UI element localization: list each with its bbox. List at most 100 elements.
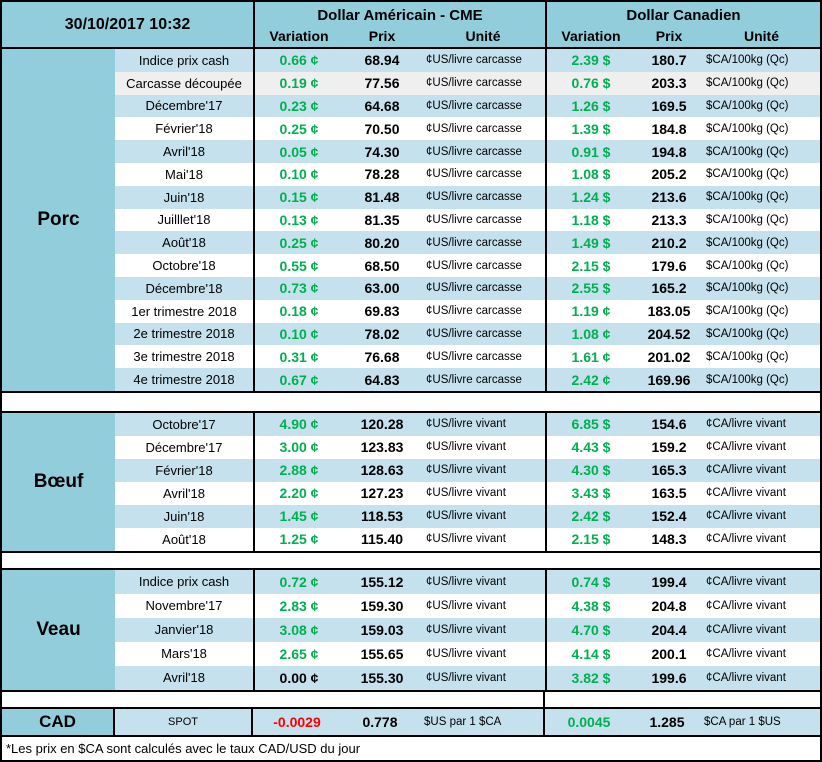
usd-unit-cell[interactable]: ¢US/livre carcasse (426, 213, 522, 226)
cad-unit-cell[interactable]: ¢CA/livre vivant (706, 533, 786, 546)
cad-prix-cell[interactable]: 200.1 (651, 645, 687, 662)
usd-prix-cell[interactable]: 74.30 (364, 143, 400, 160)
usd-unit-cell[interactable]: ¢US/livre vivant (426, 464, 506, 477)
usd-variation-cell[interactable]: 0.15 ¢ (279, 189, 319, 206)
cad-unit-cell[interactable]: ¢CA/livre vivant (706, 575, 786, 588)
usd-variation-cell[interactable]: 0.05 ¢ (279, 143, 319, 160)
cad-variation-cell[interactable]: 6.85 $ (571, 416, 611, 433)
cad-variation-cell[interactable]: 2.15 $ (571, 257, 611, 274)
cad-prix-cell[interactable]: 184.8 (651, 120, 687, 137)
cad-variation-cell[interactable]: 1.19 ¢ (571, 303, 611, 320)
cad-variation-cell[interactable]: 0.74 $ (571, 573, 611, 590)
cad-unit-cell[interactable]: ¢CA/livre vivant (706, 510, 786, 523)
cad-prix-cell[interactable]: 152.4 (651, 508, 687, 525)
cad-unit-cell[interactable]: $CA/100kg (Qc) (706, 191, 789, 204)
usd-variation-cell[interactable]: 0.13 ¢ (279, 211, 319, 228)
row-label[interactable]: Indice prix cash (138, 52, 230, 68)
cad-prix-cell[interactable]: 213.6 (651, 189, 687, 206)
cad-unit-cell[interactable]: $CA/100kg (Qc) (706, 77, 789, 90)
usd-unit-cell[interactable]: ¢US/livre vivant (426, 575, 506, 588)
cad-variation-cell[interactable]: 1.08 $ (571, 166, 611, 183)
usd-unit-cell[interactable]: ¢US/livre carcasse (426, 236, 522, 249)
usd-unit-cell[interactable]: ¢US/livre carcasse (426, 168, 522, 181)
cad-prix-cell[interactable]: 165.2 (651, 280, 687, 297)
usd-variation-cell[interactable]: 0.72 ¢ (279, 573, 319, 590)
cad-prix-cell[interactable]: 201.02 (647, 348, 691, 365)
usd-variation-cell[interactable]: 3.08 ¢ (279, 621, 319, 638)
usd-variation-cell[interactable]: 0.25 ¢ (279, 120, 319, 137)
usd-variation-cell[interactable]: -0.0029 (273, 713, 321, 730)
usd-col-unite[interactable]: Unité (465, 27, 501, 44)
usd-variation-cell[interactable]: 0.73 ¢ (279, 280, 319, 297)
row-label[interactable]: Février'18 (155, 462, 213, 478)
usd-prix-cell[interactable]: 155.65 (360, 645, 404, 662)
usd-prix-cell[interactable]: 155.12 (360, 573, 404, 590)
usd-unit-cell[interactable]: ¢US/livre carcasse (426, 259, 522, 272)
usd-prix-cell[interactable]: 68.50 (364, 257, 400, 274)
usd-unit-cell[interactable]: ¢US/livre carcasse (426, 54, 522, 67)
cad-variation-cell[interactable]: 1.61 ¢ (571, 348, 611, 365)
cad-prix-cell[interactable]: 159.2 (651, 439, 687, 456)
usd-variation-cell[interactable]: 0.67 ¢ (279, 371, 319, 388)
usd-prix-cell[interactable]: 64.68 (364, 97, 400, 114)
row-label[interactable]: Août'18 (162, 235, 206, 251)
row-label[interactable]: Décembre'17 (145, 98, 223, 114)
cad-variation-cell[interactable]: 2.55 $ (571, 280, 611, 297)
cad-variation-cell[interactable]: 1.39 $ (571, 120, 611, 137)
usd-prix-cell[interactable]: 118.53 (360, 508, 404, 525)
usd-prix-cell[interactable]: 159.03 (360, 621, 404, 638)
cad-prix-cell[interactable]: 179.6 (651, 257, 687, 274)
usd-unit-cell[interactable]: ¢US/livre vivant (426, 533, 506, 546)
usd-unit-cell[interactable]: ¢US/livre carcasse (426, 122, 522, 135)
cad-unit-cell[interactable]: ¢CA/livre vivant (706, 464, 786, 477)
category-label-boeuf[interactable]: Bœuf (2, 412, 115, 551)
cad-variation-cell[interactable]: 0.76 $ (571, 75, 611, 92)
cad-unit-cell[interactable]: $CA/100kg (Qc) (706, 259, 789, 272)
cad-unit-cell[interactable]: $CA/100kg (Qc) (706, 305, 789, 318)
usd-col-variation[interactable]: Variation (269, 27, 329, 44)
cad-prix-cell[interactable]: 213.3 (651, 211, 687, 228)
usd-prix-cell[interactable]: 159.30 (360, 597, 404, 614)
usd-variation-cell[interactable]: 1.45 ¢ (279, 508, 319, 525)
cad-prix-cell[interactable]: 148.3 (651, 531, 687, 548)
cad-unit-cell[interactable]: $CA/100kg (Qc) (706, 168, 789, 181)
usd-unit-cell[interactable]: ¢US/livre carcasse (426, 305, 522, 318)
category-label-veau[interactable]: Veau (2, 569, 115, 690)
usd-prix-cell[interactable]: 127.23 (360, 485, 404, 502)
usd-variation-cell[interactable]: 0.18 ¢ (279, 303, 319, 320)
usd-variation-cell[interactable]: 4.90 ¢ (279, 416, 319, 433)
row-label[interactable]: Mars'18 (161, 646, 207, 662)
usd-variation-cell[interactable]: 0.25 ¢ (279, 234, 319, 251)
cad-prix-cell[interactable]: 203.3 (651, 75, 687, 92)
row-label[interactable]: Octobre'17 (152, 416, 216, 432)
usd-prix-cell[interactable]: 115.40 (360, 531, 404, 548)
usd-unit-cell[interactable]: ¢US/livre vivant (426, 487, 506, 500)
usd-unit-cell[interactable]: ¢US/livre carcasse (426, 373, 522, 386)
row-label[interactable]: Novembre'17 (145, 598, 223, 614)
cad-variation-cell[interactable]: 2.42 $ (571, 508, 611, 525)
cad-variation-cell[interactable]: 3.82 $ (571, 669, 611, 686)
usd-variation-cell[interactable]: 0.19 ¢ (279, 75, 319, 92)
cad-unit-cell[interactable]: ¢CA/livre vivant (706, 487, 786, 500)
cad-prix-cell[interactable]: 180.7 (651, 52, 687, 69)
cad-variation-cell[interactable]: 0.91 $ (571, 143, 611, 160)
usd-variation-cell[interactable]: 0.23 ¢ (279, 97, 319, 114)
row-label[interactable]: Juilllet'18 (157, 212, 211, 228)
row-label[interactable]: Février'18 (155, 121, 213, 137)
cad-prix-cell[interactable]: 163.5 (651, 485, 687, 502)
row-label[interactable]: Juin'18 (163, 508, 205, 524)
cad-prix-cell[interactable]: 1.285 (649, 713, 685, 730)
row-label[interactable]: Avril'18 (163, 485, 205, 501)
row-label[interactable]: 4e trimestre 2018 (133, 372, 235, 388)
report-timestamp[interactable]: 30/10/2017 10:32 (2, 2, 255, 47)
cad-variation-cell[interactable]: 3.43 $ (571, 485, 611, 502)
usd-variation-cell[interactable]: 0.10 ¢ (279, 325, 319, 342)
usd-unit-cell[interactable]: ¢US/livre vivant (426, 647, 506, 660)
cad-prix-cell[interactable]: 199.4 (651, 573, 687, 590)
cad-unit-cell[interactable]: $CA/100kg (Qc) (706, 122, 789, 135)
cad-prix-cell[interactable]: 204.8 (651, 597, 687, 614)
cad-variation-cell[interactable]: 2.15 $ (571, 531, 611, 548)
cad-variation-cell[interactable]: 4.38 $ (571, 597, 611, 614)
category-label-porc[interactable]: Porc (2, 49, 115, 391)
cad-variation-cell[interactable]: 1.49 $ (571, 234, 611, 251)
